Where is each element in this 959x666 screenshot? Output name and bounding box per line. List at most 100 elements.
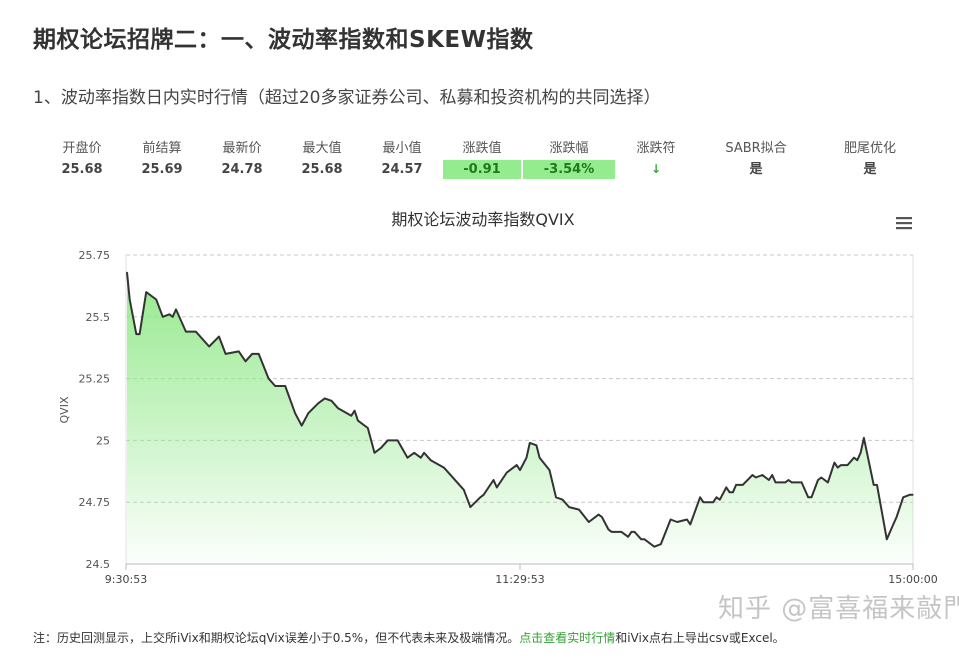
stat-label: 肥尾优化 (843, 141, 896, 156)
data-point (195, 331, 197, 333)
data-point (423, 452, 425, 454)
stat-4: 最小值 24.57 (372, 140, 432, 179)
data-point (634, 531, 636, 533)
data-point (456, 481, 458, 484)
data-point (274, 385, 276, 387)
data-point (699, 496, 701, 498)
stat-label: 涨跌幅 (549, 141, 589, 156)
data-point (751, 474, 754, 476)
data-point (548, 469, 551, 471)
stat-label: 涨跌符 (636, 141, 676, 156)
data-point (185, 331, 187, 333)
section-subtitle: 1、波动率指数日内实时行情（超过20多家证券公司、私募和投资机构的共同选择） (33, 88, 661, 108)
data-point (787, 479, 790, 481)
data-point (742, 484, 744, 486)
data-point (258, 353, 260, 355)
data-point (810, 496, 813, 498)
stat-0: 开盘价 25.68 (52, 140, 112, 179)
y-tick-label: 25 (96, 434, 110, 447)
data-point (380, 447, 382, 449)
x-tick-label: 11:29:53 (495, 573, 544, 586)
stat-value: -3.54% (523, 160, 615, 179)
data-point (863, 437, 865, 439)
stat-value: 是 (749, 162, 763, 177)
data-point (294, 412, 296, 414)
data-point (155, 298, 157, 301)
stat-label: 最新价 (222, 141, 262, 156)
footer-note-tail: 和iVix点右上导出csv或Excel。 (615, 631, 785, 645)
data-point (317, 402, 319, 404)
page-title: 期权论坛招牌二：一、波动率指数和SKEW指数 (33, 27, 534, 53)
data-point (896, 516, 898, 518)
y-tick-label: 24.5 (86, 558, 111, 571)
data-point (251, 353, 253, 355)
data-point (387, 439, 389, 441)
data-point (837, 466, 839, 469)
data-point (506, 471, 508, 474)
data-point (357, 420, 359, 422)
data-point (660, 543, 662, 545)
data-point (578, 509, 580, 511)
stat-label: 开盘价 (62, 141, 102, 156)
data-point (643, 538, 646, 540)
data-point (354, 410, 356, 412)
data-point (886, 538, 888, 540)
data-point (614, 531, 616, 533)
data-point (611, 531, 613, 533)
data-point (640, 538, 642, 540)
data-point (791, 481, 793, 484)
stat-value: 是 (863, 162, 877, 177)
data-point (768, 479, 770, 481)
data-point (719, 499, 721, 501)
data-point (350, 415, 352, 417)
data-point (902, 496, 904, 498)
data-point (529, 442, 531, 444)
data-point (519, 469, 521, 471)
data-point (630, 531, 632, 533)
data-point (670, 518, 672, 521)
stat-5: 涨跌值 -0.91 (443, 140, 521, 179)
data-point (653, 546, 655, 548)
data-point (443, 466, 445, 469)
data-point (840, 464, 842, 466)
data-point (307, 412, 309, 414)
stat-1: 前结算 25.69 (132, 140, 192, 179)
data-point (735, 484, 737, 486)
hamburger-menu-icon[interactable] (892, 212, 916, 234)
data-point (702, 501, 705, 503)
stat-label: 最大值 (302, 141, 342, 156)
data-point (330, 400, 333, 402)
data-point (244, 360, 247, 362)
data-point (827, 481, 829, 484)
data-point (126, 271, 128, 273)
data-point (145, 291, 147, 293)
data-point (337, 407, 339, 409)
realtime-quote-link[interactable]: 点击查看实时行情 (519, 631, 616, 645)
data-point (732, 491, 734, 493)
data-point (909, 494, 911, 496)
data-point (856, 459, 858, 461)
data-point (817, 479, 819, 481)
arrow-down-icon: ↓ (650, 162, 662, 176)
data-point (492, 479, 495, 481)
stat-value: 25.68 (61, 162, 103, 177)
data-point (860, 452, 862, 454)
data-point (820, 476, 822, 479)
data-point (539, 457, 541, 459)
data-point (676, 521, 678, 523)
data-point (367, 427, 369, 429)
footer-note: 注：历史回测显示，上交所iVix和期权论坛qVix误差小于0.5%，但不代表未来… (33, 630, 785, 646)
data-point (689, 523, 691, 526)
data-point (162, 316, 164, 318)
data-point (627, 536, 629, 538)
stat-value: 25.68 (301, 162, 343, 177)
data-point (139, 333, 141, 335)
data-point (208, 345, 210, 348)
data-point (729, 491, 731, 493)
stat-3: 最大值 25.68 (292, 140, 352, 179)
data-point (430, 459, 432, 461)
stat-7: 涨跌符 ↓ (626, 140, 686, 179)
data-point (135, 333, 137, 335)
